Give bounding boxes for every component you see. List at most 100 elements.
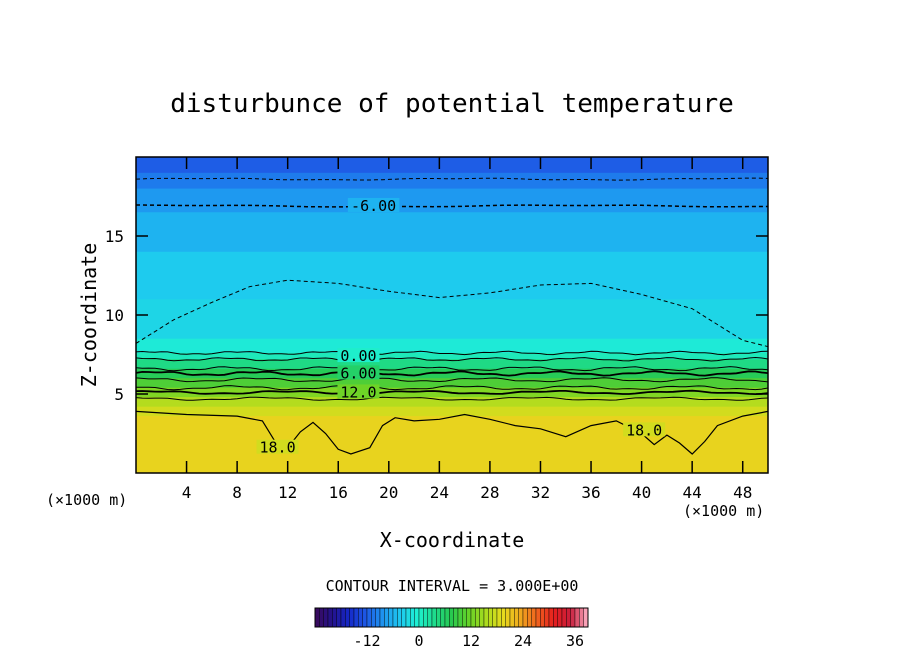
colorbar-cell — [548, 607, 554, 628]
colorbar-cell — [340, 607, 346, 628]
colorbar-cell — [561, 607, 567, 628]
temperature-layer — [136, 251, 768, 300]
y-axis-label: Z-coordinate — [77, 243, 101, 388]
temperature-layer — [136, 299, 768, 340]
y-axis: 5 10 15 — [105, 227, 768, 404]
colorbar-cell — [492, 607, 498, 628]
contour-line — [136, 389, 768, 396]
colorbar-cell — [414, 607, 420, 628]
colorbar-cell — [505, 607, 511, 628]
colorbar-cell — [522, 607, 528, 628]
colorbar-cell — [570, 607, 576, 628]
plot-fill — [136, 157, 768, 473]
colorbar-cell — [345, 607, 350, 628]
contour-line — [136, 370, 768, 377]
contour-label: 18.0 — [260, 439, 296, 457]
contour-lines — [136, 177, 768, 455]
x-unit-label: (×1000 m) — [683, 502, 764, 520]
contour-label-background — [337, 348, 380, 363]
x-tick-label: 32 — [531, 483, 550, 502]
contour-label: -6.00 — [351, 197, 396, 215]
colorbar-cell — [384, 607, 389, 628]
x-tick-label: 44 — [683, 483, 702, 502]
z-unit-label: (×1000 m) — [46, 491, 127, 509]
temperature-layer — [136, 157, 768, 174]
temperature-layer — [136, 212, 768, 253]
colorbar-cell — [410, 607, 415, 628]
x-tick-label: 28 — [480, 483, 499, 502]
colorbar-cell — [557, 607, 563, 628]
chart-title: disturbunce of potential temperature — [170, 89, 734, 119]
x-tick-label: 24 — [430, 483, 449, 502]
colorbar-cell — [431, 607, 437, 628]
colorbar-cell — [314, 607, 320, 628]
colorbar-cell — [366, 607, 372, 628]
colorbar-cell — [401, 607, 407, 628]
colorbar-cell — [379, 607, 385, 628]
x-tick-label: 4 — [182, 483, 192, 502]
temperature-layer — [136, 338, 768, 354]
colorbar-tick-label: 12 — [462, 632, 480, 650]
temperature-layer — [136, 416, 768, 473]
colorbar-cell — [527, 607, 532, 628]
colorbar-cell — [449, 607, 454, 628]
temperature-layer — [136, 359, 768, 370]
colorbar-cell — [496, 607, 502, 628]
colorbar: -12 0 12 24 36 — [314, 607, 589, 650]
contour-label: 0.00 — [340, 347, 376, 365]
x-tick-label: 16 — [329, 483, 348, 502]
temperature-layer — [136, 368, 768, 379]
colorbar-cell — [353, 607, 359, 628]
colorbar-cell — [475, 607, 480, 628]
colorbar-cell — [553, 607, 558, 628]
colorbar-cell — [418, 607, 424, 628]
colorbar-cell — [423, 607, 428, 628]
contour-label-background — [256, 439, 299, 454]
colorbar-tick-label: 36 — [566, 632, 584, 650]
y-tick-label: 15 — [105, 227, 124, 246]
contour-line — [136, 377, 768, 383]
x-tick-label: 48 — [733, 483, 752, 502]
colorbar-tick-label: 0 — [414, 632, 423, 650]
colorbar-tick-label: -12 — [353, 632, 380, 650]
contour-label: 18.0 — [626, 421, 662, 439]
colorbar-cell — [501, 607, 506, 628]
colorbar-cell — [535, 607, 541, 628]
colorbar-cell — [405, 607, 411, 628]
colorbar-cell — [371, 607, 376, 628]
colorbar-cell — [470, 607, 476, 628]
temperature-layer — [136, 406, 768, 417]
colorbar-cell — [466, 607, 472, 628]
colorbar-cell — [531, 607, 537, 628]
contour-label-background — [337, 384, 380, 399]
colorbar-cell — [362, 607, 368, 628]
contour-label-background — [337, 365, 380, 380]
contour-line — [136, 385, 768, 391]
y-tick-label: 10 — [105, 306, 124, 325]
colorbar-cell — [332, 607, 337, 628]
colorbar-cell — [479, 607, 485, 628]
contour-label-background — [623, 422, 666, 437]
contour-line — [136, 356, 768, 362]
colorbar-cell — [518, 607, 524, 628]
colorbar-cell — [514, 607, 519, 628]
contour-line — [136, 204, 768, 208]
colorbar-cell — [358, 607, 363, 628]
x-tick-label: 36 — [581, 483, 600, 502]
colorbar-cell — [540, 607, 545, 628]
x-axis-label: X-coordinate — [380, 528, 525, 552]
colorbar-cell — [397, 607, 402, 628]
colorbar-cell — [392, 607, 398, 628]
x-axis: 4 8 12 16 20 24 28 32 36 40 44 48 — [182, 157, 752, 502]
contour-line — [136, 366, 768, 372]
colorbar-cell — [319, 607, 324, 628]
x-tick-label: 20 — [379, 483, 398, 502]
contour-label-background — [347, 197, 400, 212]
temperature-layer — [136, 378, 768, 389]
contour-interval-text: CONTOUR INTERVAL = 3.000E+00 — [326, 577, 579, 595]
contour-line — [136, 177, 768, 181]
x-tick-label: 12 — [278, 483, 297, 502]
y-tick-label: 5 — [114, 385, 124, 404]
